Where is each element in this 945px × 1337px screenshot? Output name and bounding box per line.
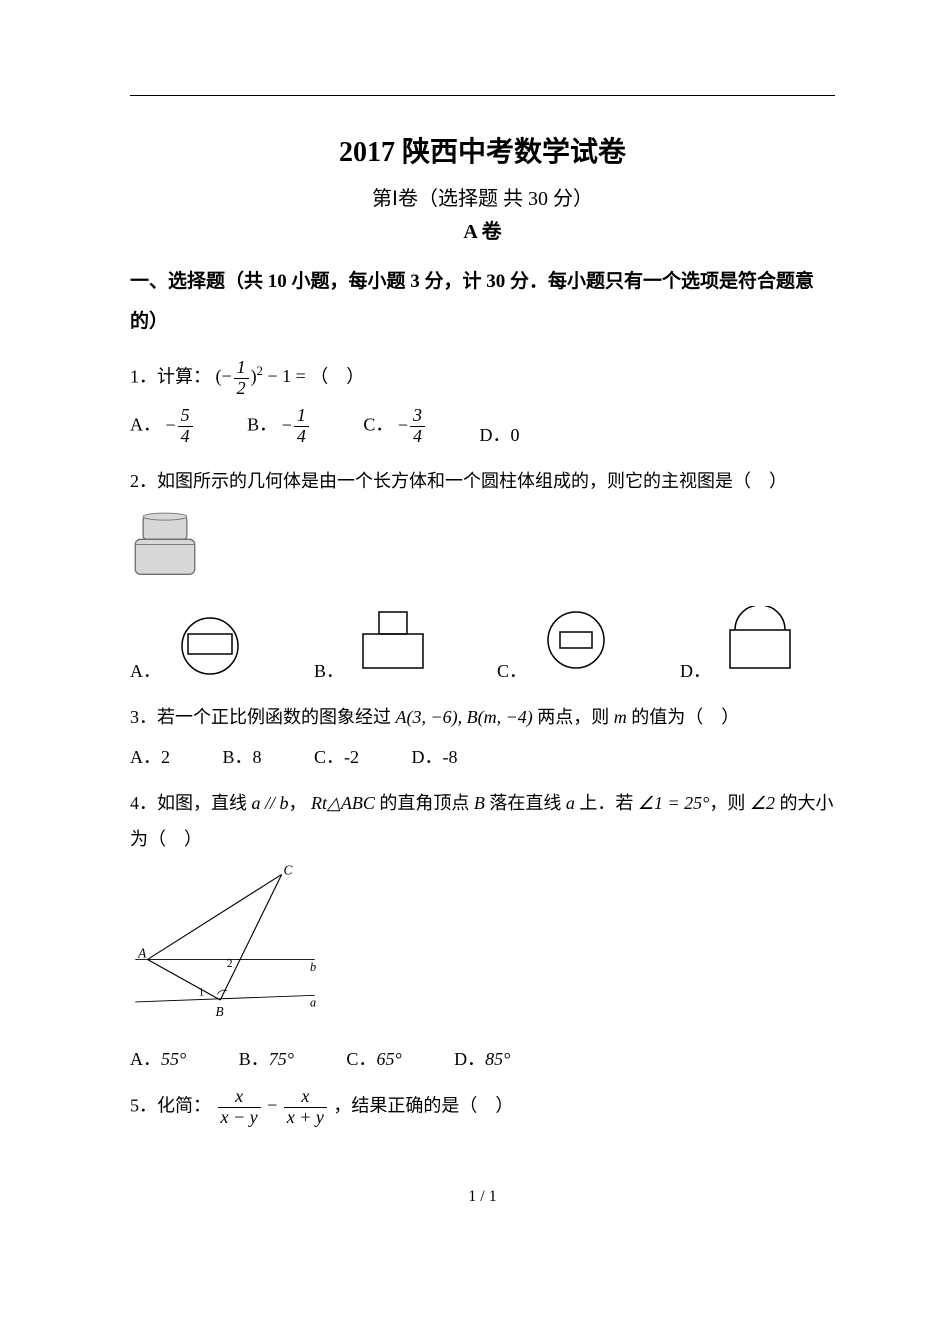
q4-options: A．55° B．75° C．65° D．85° xyxy=(130,1045,835,1071)
page: 2017 陕西中考数学试卷 第Ⅰ卷（选择题 共 30 分） A 卷 一、选择题（… xyxy=(0,0,945,1266)
q1-suffix: （ ） xyxy=(310,366,364,386)
q1-option-a: A． −54 xyxy=(130,406,195,447)
svg-text:A: A xyxy=(137,946,147,961)
q1-prefix: 1．计算： xyxy=(130,366,211,386)
question-1: 1．计算： (−12)2 − 1 = （ ） xyxy=(130,358,835,399)
q1-option-b: B． −14 xyxy=(247,406,311,447)
q1-options: A． −54 B． −14 C． −34 D．0 xyxy=(130,406,835,447)
q1-option-d: D．0 xyxy=(480,421,520,447)
question-3: 3．若一个正比例函数的图象经过 A(3, −6), B(m, −4) 两点，则 … xyxy=(130,699,835,735)
svg-text:1: 1 xyxy=(199,986,205,998)
q2-option-b: B． xyxy=(314,606,433,683)
q2-option-c: C． xyxy=(497,606,616,683)
q2-figure-d xyxy=(720,606,800,678)
q2-figure-b xyxy=(353,606,433,678)
q3-options: A．2 B．8 C．-2 D．-8 xyxy=(130,743,835,769)
question-5: 5．化简： xx − y − xx + y ，结果正确的是（ ） xyxy=(130,1087,835,1128)
q2-options: A． B． C． D． xyxy=(130,606,835,683)
q3-option-a: A．2 xyxy=(130,743,170,769)
svg-text:B: B xyxy=(216,1004,224,1019)
question-2: 2．如图所示的几何体是由一个长方体和一个圆柱体组成的，则它的主视图是（ ） xyxy=(130,463,835,499)
q3-option-d: D．-8 xyxy=(412,743,458,769)
q3-option-c: C．-2 xyxy=(314,743,359,769)
q4-option-a: A．55° xyxy=(130,1045,186,1071)
q4-option-d: D．85° xyxy=(454,1045,510,1071)
page-footer: 1 / 1 xyxy=(130,1188,835,1206)
section-1-heading: 一、选择题（共 10 小题，每小题 3 分，计 30 分．每小题只有一个选项是符… xyxy=(130,262,835,342)
question-4: 4．如图，直线 a // b， Rt△ABC 的直角顶点 B 落在直线 a 上．… xyxy=(130,785,835,857)
header-rule xyxy=(130,95,835,96)
q1-expression: (−12)2 − 1 = xyxy=(216,366,311,386)
q1-option-c: C． −34 xyxy=(363,406,427,447)
paper-label: A 卷 xyxy=(130,215,835,244)
q2-option-d: D． xyxy=(680,606,800,683)
q4-option-b: B．75° xyxy=(239,1045,294,1071)
q3-option-b: B．8 xyxy=(223,743,262,769)
exam-subtitle: 第Ⅰ卷（选择题 共 30 分） xyxy=(130,182,835,211)
svg-text:C: C xyxy=(284,865,293,877)
q4-triangle-figure: b a A B C 1 2 xyxy=(130,865,320,1035)
q2-solid-figure xyxy=(130,511,200,586)
svg-text:b: b xyxy=(310,960,316,974)
svg-text:2: 2 xyxy=(227,958,233,970)
q2-figure-a xyxy=(170,606,250,678)
exam-title: 2017 陕西中考数学试卷 xyxy=(130,130,835,170)
svg-text:a: a xyxy=(310,996,316,1010)
q2-option-a: A． xyxy=(130,606,250,683)
q2-figure-c xyxy=(536,606,616,678)
q4-option-c: C．65° xyxy=(346,1045,401,1071)
